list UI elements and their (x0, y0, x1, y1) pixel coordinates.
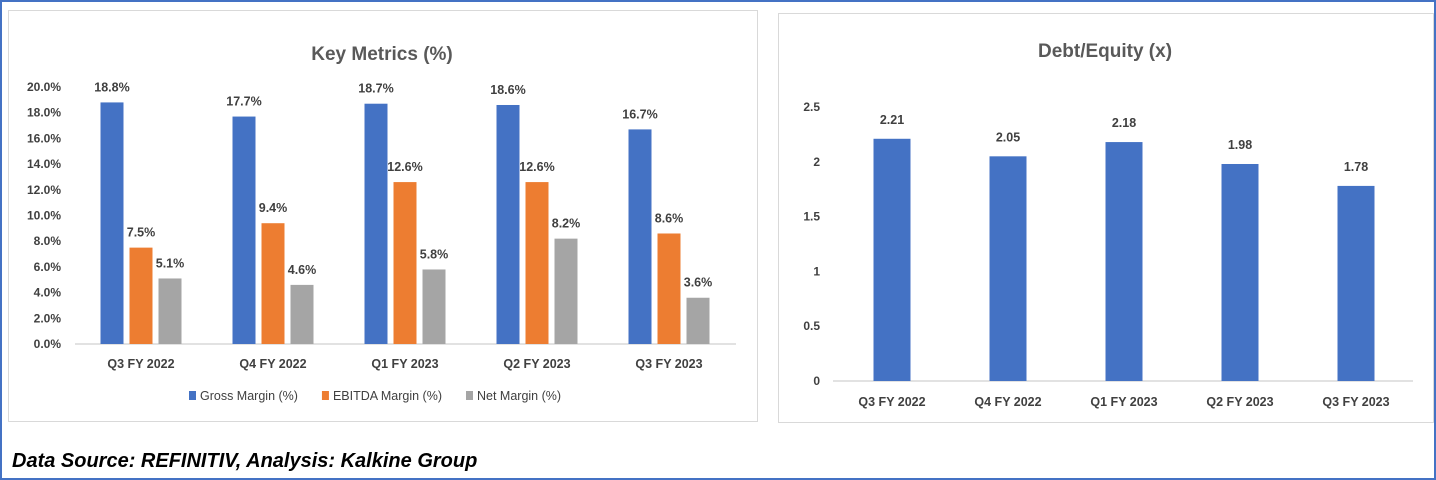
data-label: 5.8% (420, 247, 449, 261)
y-tick-label: 18.0% (27, 106, 61, 120)
chart-title: Key Metrics (%) (311, 44, 453, 65)
bar-ebitda-margin- (129, 247, 153, 344)
data-label: 2.18 (1112, 116, 1136, 130)
y-tick-label: 12.0% (27, 183, 61, 197)
x-tick-label: Q4 FY 2022 (239, 357, 306, 371)
bar-net-margin- (686, 297, 710, 344)
bar-net-margin- (290, 284, 314, 344)
x-tick-label: Q1 FY 2023 (371, 357, 438, 371)
data-label: 12.6% (387, 160, 422, 174)
legend-label: Net Margin (%) (477, 389, 561, 403)
bar-gross-margin- (100, 102, 124, 344)
bar-ebitda-margin- (657, 233, 681, 344)
x-tick-label: Q3 FY 2022 (107, 357, 174, 371)
y-tick-label: 4.0% (34, 286, 62, 300)
bar-debt-equity (989, 156, 1027, 381)
y-tick-label: 1.5 (803, 210, 820, 224)
data-label: 5.1% (156, 256, 185, 270)
x-tick-label: Q4 FY 2022 (974, 395, 1041, 409)
x-tick-label: Q3 FY 2022 (858, 395, 925, 409)
data-label: 7.5% (127, 226, 156, 240)
data-label: 8.2% (552, 217, 581, 231)
bar-ebitda-margin- (261, 223, 285, 344)
y-tick-label: 10.0% (27, 209, 61, 223)
x-tick-label: Q3 FY 2023 (1322, 395, 1389, 409)
legend-swatch (189, 391, 196, 400)
x-tick-label: Q2 FY 2023 (503, 357, 570, 371)
x-tick-label: Q3 FY 2023 (635, 357, 702, 371)
data-label: 8.6% (655, 211, 684, 225)
bar-gross-margin- (232, 116, 256, 345)
legend-swatch (466, 391, 473, 400)
data-label: 1.78 (1344, 160, 1368, 174)
y-tick-label: 2.5 (803, 100, 820, 114)
data-label: 18.6% (490, 83, 525, 97)
legend-label: EBITDA Margin (%) (333, 389, 442, 403)
y-tick-label: 2 (813, 155, 820, 169)
bar-gross-margin- (496, 104, 520, 345)
data-label: 1.98 (1228, 138, 1252, 152)
x-tick-label: Q2 FY 2023 (1206, 395, 1273, 409)
bar-debt-equity (873, 138, 911, 381)
data-label: 9.4% (259, 201, 288, 215)
y-tick-label: 1 (813, 264, 820, 278)
bar-debt-equity (1337, 185, 1375, 381)
bar-gross-margin- (364, 103, 388, 344)
data-source-footer: Data Source: REFINITIV, Analysis: Kalkin… (12, 450, 478, 472)
data-label: 3.6% (684, 276, 713, 290)
data-label: 18.7% (358, 82, 393, 96)
data-label: 4.6% (288, 263, 317, 277)
legend-swatch (321, 391, 329, 400)
bar-gross-margin- (628, 129, 652, 344)
data-label: 2.21 (880, 113, 904, 127)
y-tick-label: 2.0% (34, 311, 62, 325)
y-tick-label: 0 (813, 374, 820, 388)
y-tick-label: 20.0% (27, 80, 61, 94)
data-label: 18.8% (94, 80, 129, 94)
bar-net-margin- (422, 269, 446, 344)
legend-label: Gross Margin (%) (200, 389, 298, 403)
y-tick-label: 16.0% (27, 131, 61, 145)
y-tick-label: 0.5 (803, 319, 820, 333)
data-label: 16.7% (622, 107, 657, 121)
bar-debt-equity (1105, 142, 1143, 381)
y-tick-label: 0.0% (34, 337, 62, 351)
y-tick-label: 6.0% (34, 260, 62, 274)
y-tick-label: 14.0% (27, 157, 61, 171)
bar-ebitda-margin- (393, 182, 417, 344)
y-tick-label: 8.0% (34, 234, 62, 248)
bar-ebitda-margin- (525, 182, 549, 344)
bar-net-margin- (554, 238, 578, 344)
data-label: 17.7% (226, 95, 261, 109)
data-label: 12.6% (519, 160, 554, 174)
x-tick-label: Q1 FY 2023 (1090, 395, 1157, 409)
data-label: 2.05 (996, 130, 1020, 144)
bar-debt-equity (1221, 163, 1259, 381)
chart-title: Debt/Equity (x) (1038, 41, 1172, 62)
bar-net-margin- (158, 278, 182, 344)
